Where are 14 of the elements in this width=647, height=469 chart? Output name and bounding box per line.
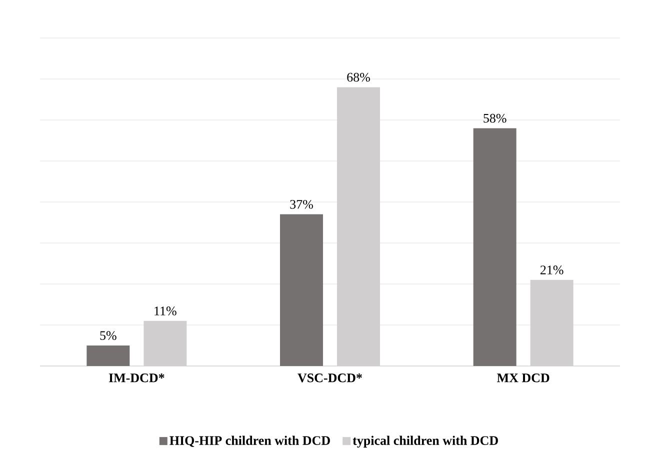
data-label: 21%	[540, 266, 564, 274]
x-tick-label: VSC-DCD*	[298, 374, 362, 382]
data-label: 58%	[484, 114, 506, 123]
bar	[280, 214, 324, 366]
data-label: 11%	[154, 306, 176, 316]
x-tick-label: MX DCD	[497, 374, 550, 382]
bar	[86, 346, 130, 366]
x-tick-label: IM-DCD*	[108, 374, 164, 382]
data-label: 37%	[290, 200, 313, 209]
data-label: 68%	[347, 72, 370, 82]
legend-label: HIQ-HIP children with DCD	[170, 436, 330, 447]
legend-label: typical children with DCD	[352, 436, 498, 448]
bar	[473, 128, 516, 366]
data-label: 5%	[100, 331, 116, 340]
